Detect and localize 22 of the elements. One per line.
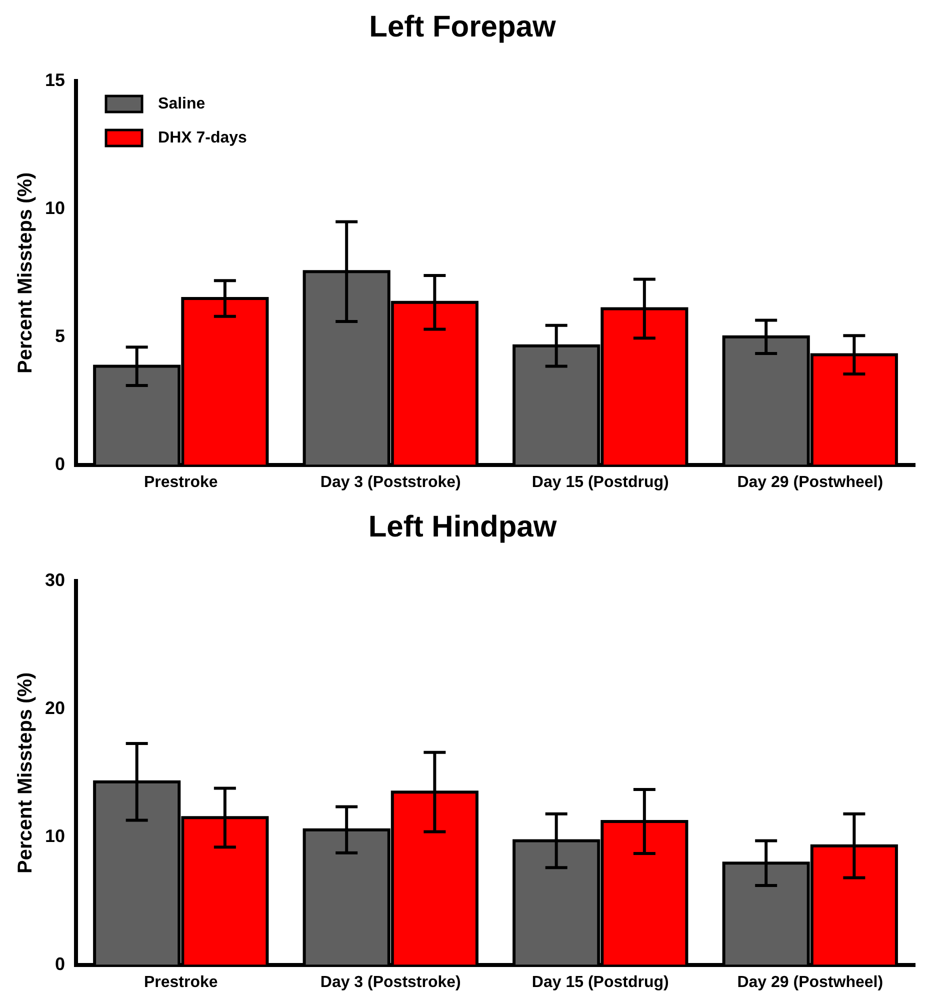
x-tick-label: Prestroke [144,474,218,491]
x-tick-label: Day 3 (Poststroke) [320,974,461,991]
chart-title: Left Hindpaw [368,510,558,544]
y-tick-label: 10 [44,198,66,218]
y-axis-title: Percent Missteps (%) [14,172,37,374]
y-tick-label: 10 [44,826,66,846]
x-tick-label: Day 29 (Postwheel) [737,974,884,991]
y-tick-label: 5 [55,326,66,346]
x-tick-label: Day 15 (Postdrug) [532,974,669,991]
y-axis-title: Percent Missteps (%) [14,672,37,874]
y-tick-label: 0 [55,454,66,474]
legend-label: Saline [158,95,206,112]
y-tick-label: 20 [44,698,66,718]
legend-label: DHX 7-days [158,129,248,146]
x-tick-label: Day 29 (Postwheel) [737,474,884,491]
y-tick-label: 30 [44,570,66,590]
x-tick-label: Day 15 (Postdrug) [532,474,669,491]
y-tick-label: 0 [55,954,66,974]
x-tick-label: Day 3 (Poststroke) [320,474,461,491]
y-tick-label: 15 [44,70,66,90]
x-tick-label: Prestroke [144,974,218,991]
chart-title: Left Forepaw [369,10,556,44]
